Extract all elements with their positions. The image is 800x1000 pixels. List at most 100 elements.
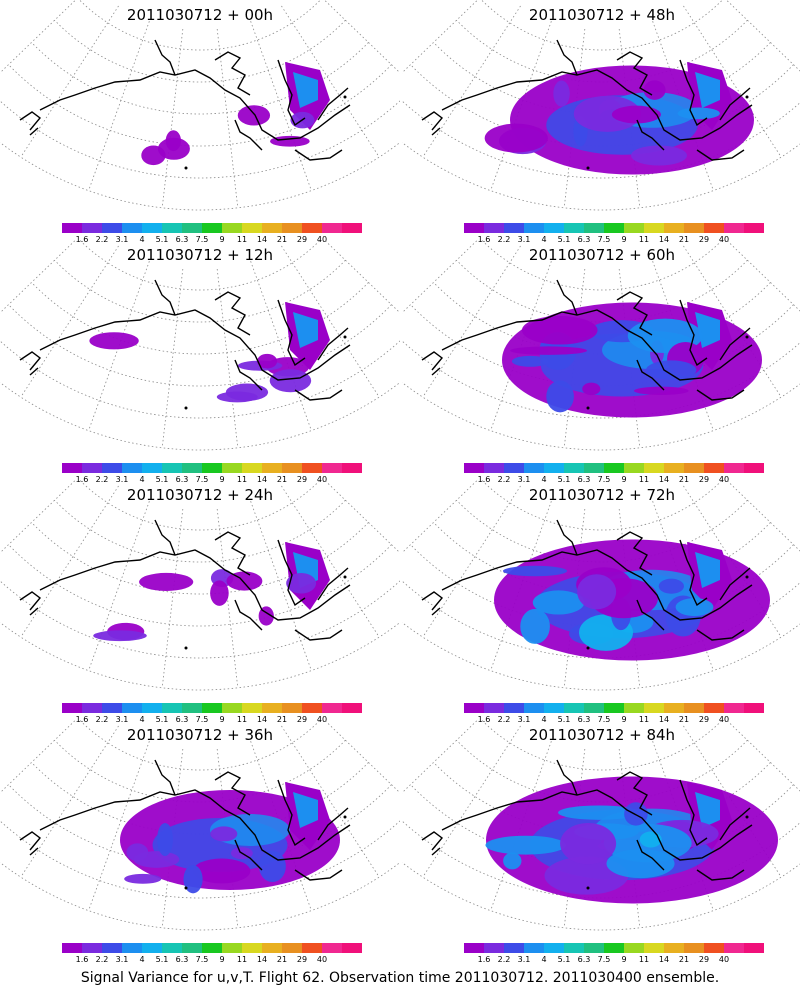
island-marker xyxy=(184,646,188,650)
colorbar xyxy=(464,703,764,713)
colorbar-tick-label: 11 xyxy=(638,475,650,484)
colorbar-tick-label: 14 xyxy=(658,475,670,484)
variance-field xyxy=(502,302,762,418)
colorbar-labels: 1.6 2.2 3.1 4 5.1 6.3 7.5 9 11 14 21 29 40 xyxy=(55,235,375,247)
island-marker xyxy=(586,646,590,650)
variance-field xyxy=(141,62,330,166)
colorbar-tick-label: 6.3 xyxy=(577,235,591,244)
colorbar-swatch xyxy=(624,703,645,713)
colorbar-swatch xyxy=(242,943,263,953)
colorbar-swatch xyxy=(242,223,263,233)
panel-title: 2011030712 + 60h xyxy=(528,246,676,264)
variance-region xyxy=(646,360,697,380)
polar-map xyxy=(0,720,400,931)
colorbar-tick-label: 1.6 xyxy=(477,955,491,964)
colorbar-tick-label: 6.3 xyxy=(175,715,189,724)
colorbar-tick-label: 3.1 xyxy=(517,955,531,964)
chart-panel: 2011030712 + 36h 1.6 2.2 3.1 4 5.1 6.3 7.5 9 11 14… xyxy=(0,720,400,964)
colorbar-tick-label: 40 xyxy=(718,235,730,244)
colorbar-tick-label: 3.1 xyxy=(115,235,129,244)
colorbar-tick-label: 21 xyxy=(276,235,288,244)
panel-title: 2011030712 + 12h xyxy=(126,246,274,264)
colorbar-swatch xyxy=(102,463,123,473)
colorbar-swatch xyxy=(302,943,323,953)
colorbar-tick-label: 21 xyxy=(678,955,690,964)
variance-region xyxy=(521,315,598,345)
variance-region xyxy=(192,858,251,884)
colorbar-swatch xyxy=(342,943,362,953)
colorbar-labels: 1.6 2.2 3.1 4 5.1 6.3 7.5 9 11 14 21 29 40 xyxy=(55,475,375,487)
colorbar-tick-label: 3.1 xyxy=(115,715,129,724)
colorbar-tick-label: 9 xyxy=(219,715,225,724)
colorbar-tick-label: 2.2 xyxy=(95,955,109,964)
colorbar-tick-label: 11 xyxy=(236,235,248,244)
colorbar-swatch xyxy=(524,703,545,713)
colorbar-tick-label: 29 xyxy=(296,235,308,244)
colorbar-swatch xyxy=(262,943,283,953)
colorbar-swatch xyxy=(484,463,505,473)
island-marker xyxy=(184,886,188,890)
colorbar-swatch xyxy=(122,943,143,953)
colorbar-swatch xyxy=(604,703,625,713)
colorbar-swatch xyxy=(222,703,243,713)
colorbar-swatch xyxy=(644,703,665,713)
colorbar-swatch xyxy=(162,943,183,953)
colorbar-swatch xyxy=(342,223,362,233)
colorbar-swatch xyxy=(202,703,223,713)
variance-region xyxy=(210,826,238,842)
variance-region xyxy=(511,355,549,367)
colorbar-tick-label: 4 xyxy=(139,235,145,244)
colorbar-swatch xyxy=(162,463,183,473)
colorbar-tick-label: 14 xyxy=(658,235,670,244)
variance-region xyxy=(639,831,662,848)
colorbar-tick-label: 1.6 xyxy=(477,235,491,244)
colorbar-swatch xyxy=(504,463,525,473)
colorbar-tick-label: 21 xyxy=(276,715,288,724)
island-marker xyxy=(184,166,188,170)
colorbar-tick-label: 4 xyxy=(541,715,547,724)
colorbar-tick-label: 14 xyxy=(658,715,670,724)
colorbar-tick-label: 2.2 xyxy=(497,475,511,484)
polar-map xyxy=(402,720,800,931)
colorbar-labels: 1.6 2.2 3.1 4 5.1 6.3 7.5 9 11 14 21 29 40 xyxy=(457,715,777,727)
variance-region xyxy=(611,105,661,124)
chart-panel: 2011030712 + 48h 1.6 2.2 3.1 4 5.1 6.3 7.5 9 11 14… xyxy=(402,0,800,244)
colorbar-labels: 1.6 2.2 3.1 4 5.1 6.3 7.5 9 11 14 21 29 40 xyxy=(55,715,375,727)
colorbar xyxy=(62,463,362,473)
colorbar-tick-label: 11 xyxy=(236,475,248,484)
colorbar-swatch xyxy=(664,463,685,473)
variance-region xyxy=(270,135,310,147)
variance-region xyxy=(658,578,684,594)
colorbar-swatch xyxy=(182,943,203,953)
colorbar-swatch xyxy=(664,943,685,953)
variance-region xyxy=(503,852,522,870)
colorbar-tick-label: 3.1 xyxy=(517,715,531,724)
colorbar-swatch xyxy=(122,223,143,233)
colorbar-swatch xyxy=(122,703,143,713)
polar-map xyxy=(0,240,400,451)
colorbar-tick-label: 2.2 xyxy=(95,235,109,244)
variance-region xyxy=(237,105,271,126)
variance-region xyxy=(577,574,617,610)
variance-field xyxy=(494,539,770,661)
panel-title: 2011030712 + 36h xyxy=(126,726,274,744)
island-marker xyxy=(343,575,347,579)
colorbar-swatch xyxy=(262,223,283,233)
variance-region xyxy=(695,72,720,108)
colorbar-tick-label: 6.3 xyxy=(175,475,189,484)
colorbar-swatch xyxy=(82,463,103,473)
variance-region xyxy=(624,802,648,826)
coastline xyxy=(19,279,351,401)
coastline xyxy=(421,519,753,641)
colorbar-tick-label: 14 xyxy=(256,715,268,724)
colorbar-swatch xyxy=(464,943,485,953)
colorbar-swatch xyxy=(564,943,585,953)
variance-region xyxy=(631,145,687,166)
colorbar-tick-label: 11 xyxy=(638,235,650,244)
colorbar-tick-label: 4 xyxy=(139,475,145,484)
variance-region xyxy=(510,346,587,355)
colorbar-swatch xyxy=(564,223,585,233)
colorbar-swatch xyxy=(524,463,545,473)
colorbar-swatch xyxy=(704,943,725,953)
